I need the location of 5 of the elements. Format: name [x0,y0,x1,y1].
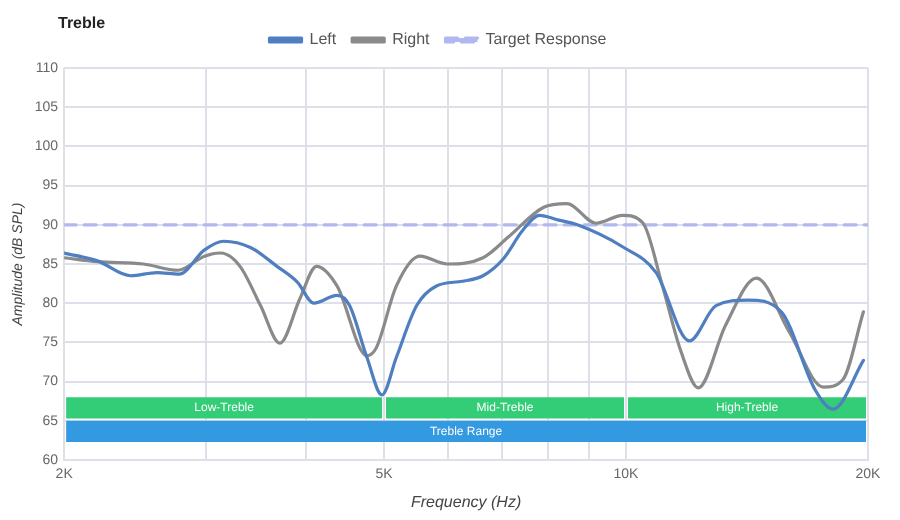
legend-label: Right [392,30,432,49]
x-axis-title: Frequency (Hz) [410,492,522,511]
legend-label: Target Response [485,30,608,49]
chart-title: Treble [58,14,107,33]
legend-label: Left [309,30,338,49]
